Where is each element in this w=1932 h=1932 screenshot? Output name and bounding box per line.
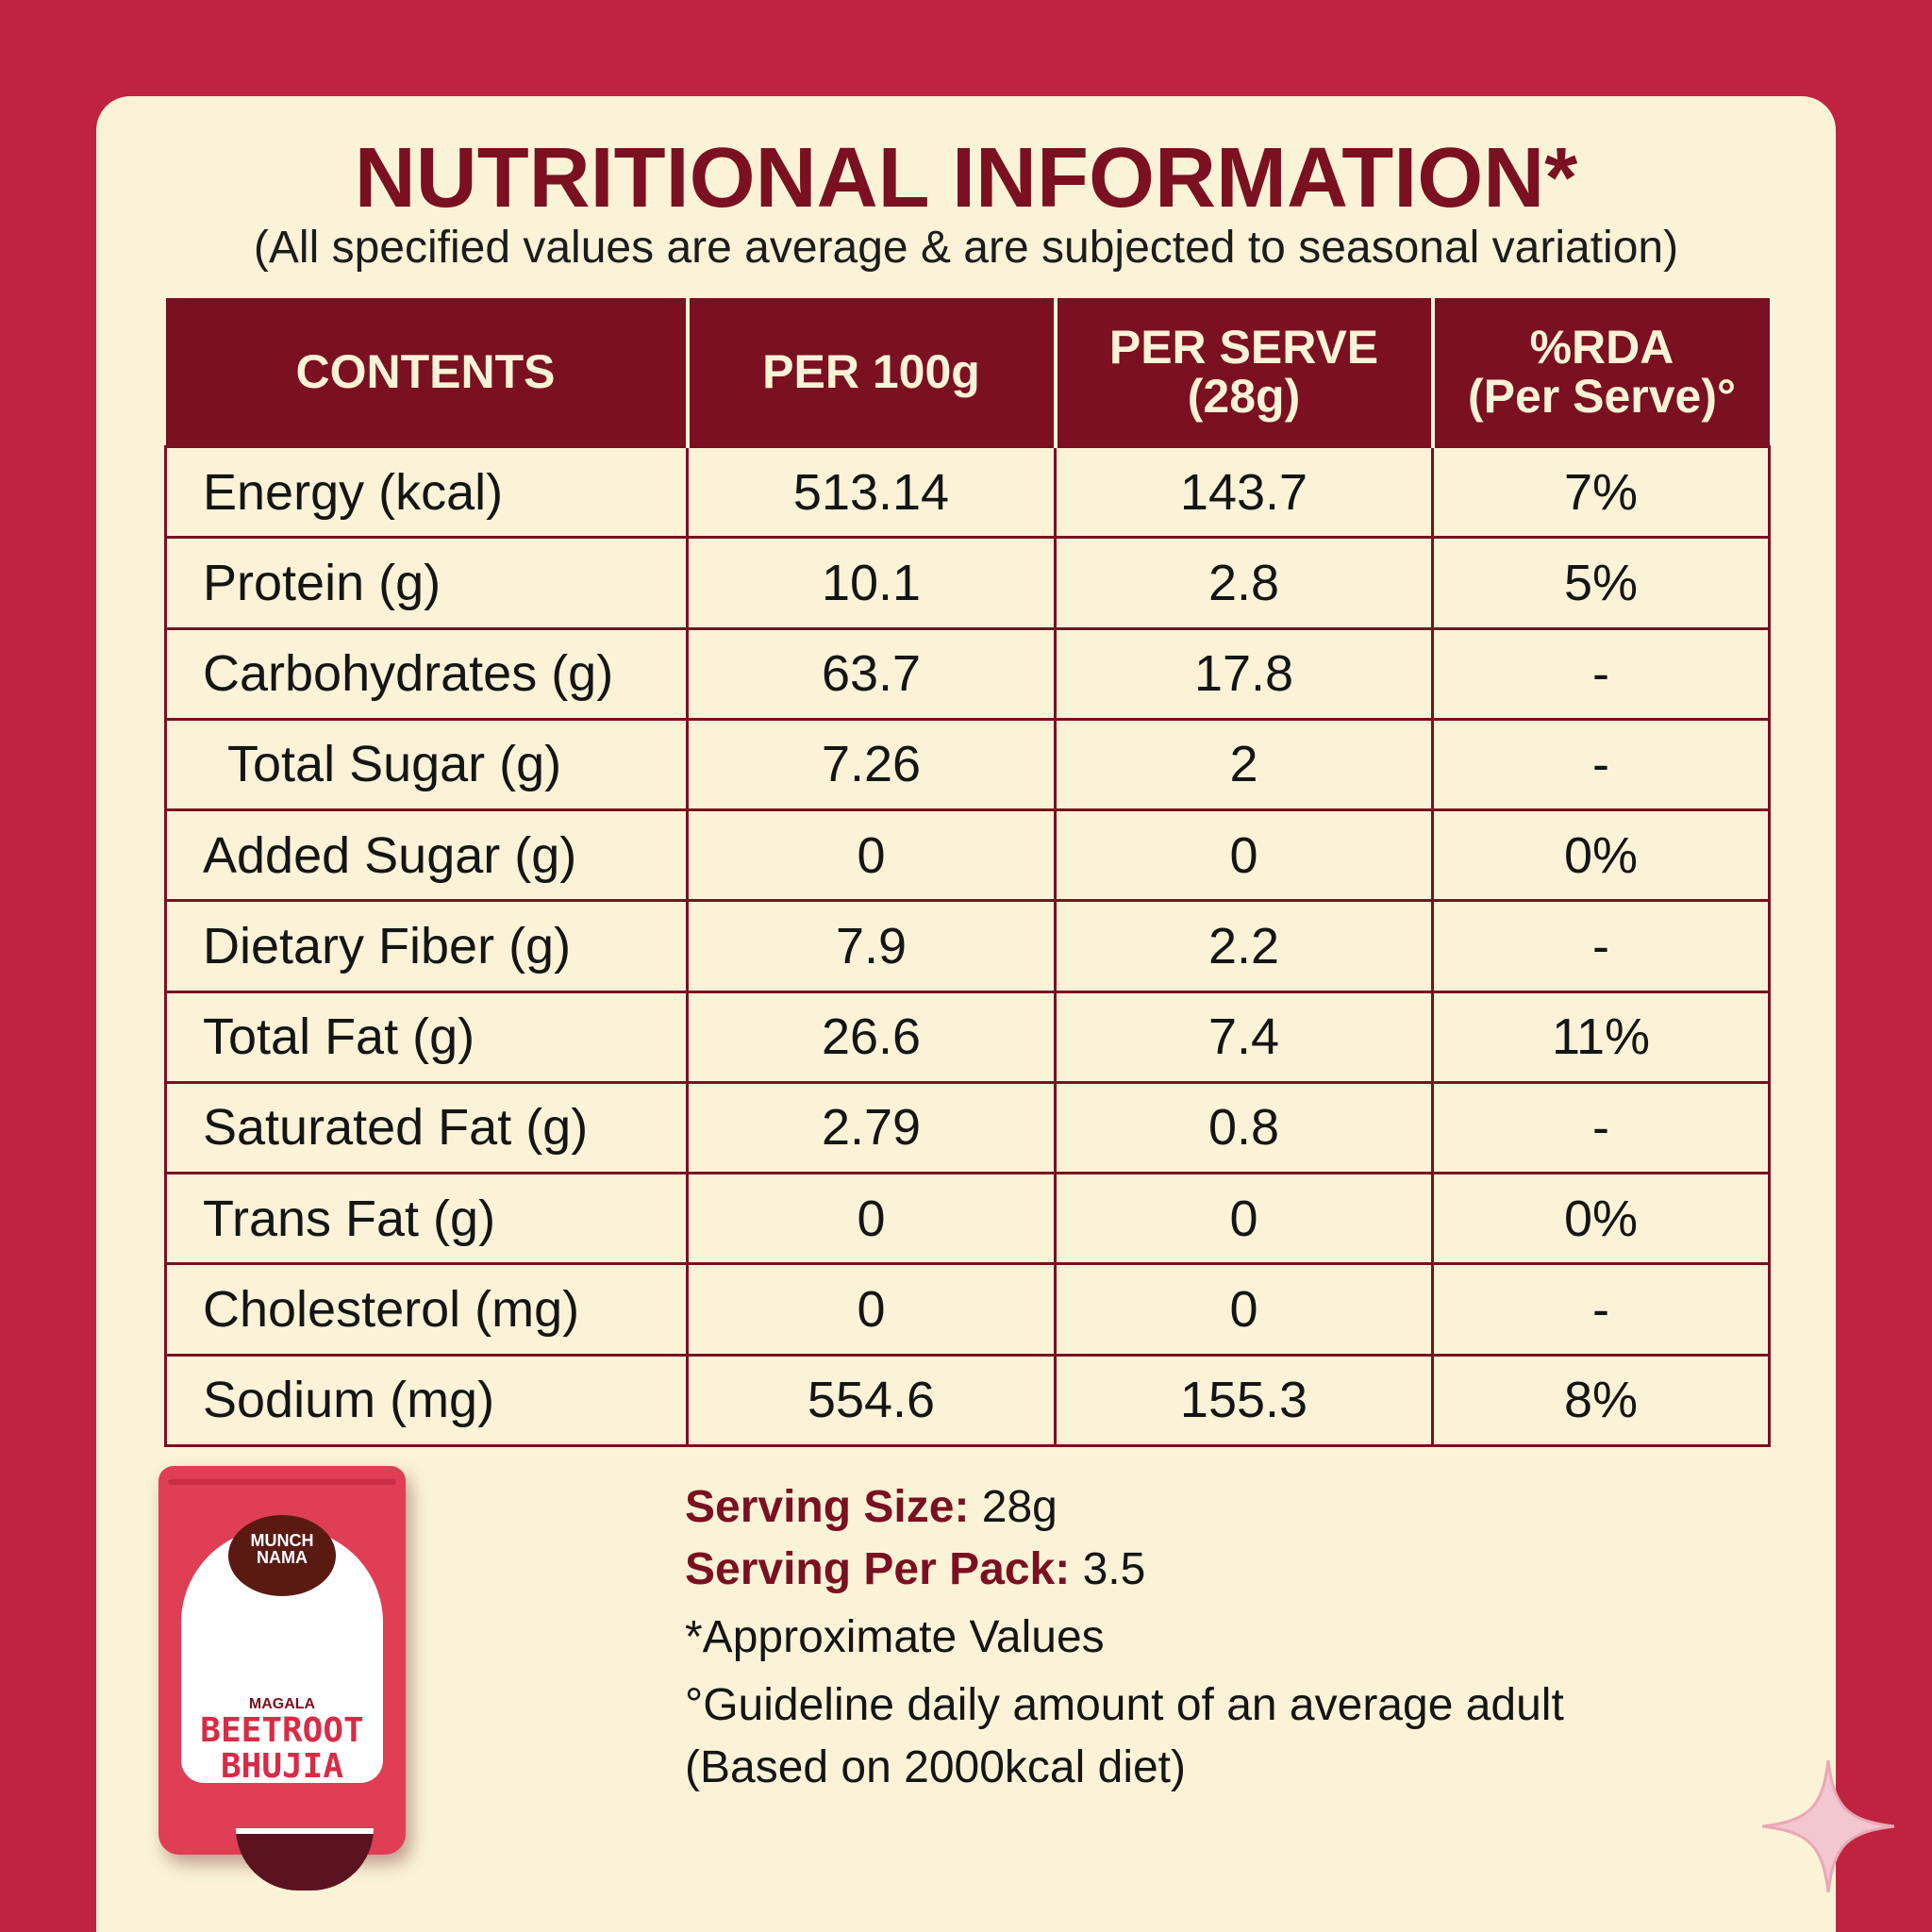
nutrition-panel: NUTRITIONAL INFORMATION* (All specified … bbox=[96, 96, 1836, 1932]
brand-logo bbox=[228, 1515, 336, 1596]
row-label: Dietary Fiber (g) bbox=[164, 899, 689, 993]
row-per100: 2.79 bbox=[686, 1080, 1057, 1175]
row-per-serve: 155.3 bbox=[1054, 1353, 1434, 1448]
header-contents: CONTENTS bbox=[165, 298, 688, 447]
row-per-serve: 2.2 bbox=[1054, 899, 1434, 993]
row-rda: 0% bbox=[1431, 1172, 1771, 1266]
header-per-100g: PER 100g bbox=[685, 298, 1056, 447]
table-row: Carbohydrates (g) 63.7 17.8 - bbox=[164, 626, 1771, 721]
row-per-serve: 17.8 bbox=[1054, 626, 1434, 721]
guideline-note: °Guideline daily amount of an average ad… bbox=[685, 1680, 1564, 1730]
row-per-serve: 0.8 bbox=[1054, 1080, 1434, 1175]
table-row: Added Sugar (g) 0 0 0% bbox=[164, 808, 1771, 903]
row-label: Sodium (mg) bbox=[164, 1353, 689, 1448]
table-row: Saturated Fat (g) 2.79 0.8 - bbox=[164, 1080, 1771, 1175]
row-per-serve: 143.7 bbox=[1054, 444, 1434, 540]
row-label: Trans Fat (g) bbox=[164, 1172, 689, 1266]
row-rda: 0% bbox=[1431, 808, 1771, 903]
header-rda: %RDA (Per Serve)° bbox=[1430, 298, 1770, 447]
row-per100: 513.14 bbox=[686, 444, 1057, 540]
row-per100: 7.9 bbox=[686, 899, 1057, 993]
row-rda: 5% bbox=[1431, 536, 1771, 630]
nutrition-table: CONTENTS PER 100g PER SERVE (28g) %RDA (Pe… bbox=[164, 298, 1771, 1448]
row-per-serve: 2.8 bbox=[1054, 536, 1434, 630]
row-rda: - bbox=[1431, 1080, 1771, 1175]
table-header-row: CONTENTS PER 100g PER SERVE (28g) %RDA (Pe… bbox=[165, 298, 1770, 447]
table-row: Energy (kcal) 513.14 143.7 7% bbox=[164, 444, 1771, 540]
row-label: Energy (kcal) bbox=[164, 444, 689, 540]
serving-per-pack-value: 3.5 bbox=[1082, 1544, 1146, 1594]
row-label: Cholesterol (mg) bbox=[164, 1262, 689, 1357]
row-per100: 26.6 bbox=[686, 990, 1057, 1084]
row-rda: - bbox=[1431, 626, 1771, 721]
brand-name: MUNCH NAMA bbox=[250, 1531, 314, 1567]
approximate-note: *Approximate Values bbox=[685, 1612, 1105, 1662]
page-subtitle: (All specified values are average & are … bbox=[253, 223, 1679, 273]
guideline-note-basis: (Based on 2000kcal diet) bbox=[685, 1742, 1186, 1792]
table-row: Dietary Fiber (g) 7.9 2.2 - bbox=[164, 899, 1771, 993]
row-rda: 11% bbox=[1431, 990, 1771, 1084]
row-per-serve: 2 bbox=[1054, 717, 1434, 812]
row-rda: - bbox=[1431, 1262, 1771, 1357]
row-label: Carbohydrates (g) bbox=[164, 626, 689, 721]
row-per100: 7.26 bbox=[686, 717, 1057, 812]
table-row: Cholesterol (mg) 0 0 - bbox=[164, 1262, 1771, 1357]
row-per-serve: 7.4 bbox=[1054, 990, 1434, 1084]
serving-size-key: Serving Size: bbox=[685, 1482, 970, 1532]
serving-per-pack-key: Serving Per Pack: bbox=[685, 1544, 1071, 1594]
row-rda: 7% bbox=[1431, 444, 1771, 540]
table-row: Total Fat (g) 26.6 7.4 11% bbox=[164, 990, 1771, 1084]
row-rda: 8% bbox=[1431, 1353, 1771, 1448]
bowl-icon bbox=[236, 1828, 374, 1890]
serving-per-pack: Serving Per Pack: 3.5 bbox=[685, 1543, 1145, 1595]
row-per100: 0 bbox=[686, 1262, 1057, 1357]
row-per100: 0 bbox=[686, 1172, 1057, 1266]
row-label: Total Fat (g) bbox=[164, 990, 689, 1084]
product-pack-image: MAGALA BEETROOT BHUJIA MUNCH NAMA bbox=[158, 1466, 406, 1890]
row-label: Added Sugar (g) bbox=[164, 808, 689, 903]
table-row: Trans Fat (g) 0 0 0% bbox=[164, 1172, 1771, 1266]
header-per-serve: PER SERVE (28g) bbox=[1053, 298, 1433, 447]
sparkle-icon bbox=[1762, 1760, 1894, 1892]
pack-zipper bbox=[168, 1479, 396, 1485]
row-label: Protein (g) bbox=[164, 536, 689, 630]
row-label: Saturated Fat (g) bbox=[164, 1080, 689, 1175]
row-per100: 63.7 bbox=[686, 626, 1057, 721]
row-label: Total Sugar (g) bbox=[164, 717, 689, 812]
table-row: Protein (g) 10.1 2.8 5% bbox=[164, 536, 1771, 630]
pack-product-name: BEETROOT BHUJIA bbox=[200, 1711, 364, 1786]
page-title: NUTRITIONAL INFORMATION* bbox=[354, 131, 1578, 225]
pack-variant: MAGALA bbox=[248, 1696, 316, 1712]
serving-size-value: 28g bbox=[981, 1482, 1058, 1532]
table-row: Sodium (mg) 554.6 155.3 8% bbox=[164, 1353, 1771, 1448]
row-per-serve: 0 bbox=[1054, 1262, 1434, 1357]
row-per100: 554.6 bbox=[686, 1353, 1057, 1448]
row-per-serve: 0 bbox=[1054, 1172, 1434, 1266]
row-rda: - bbox=[1431, 899, 1771, 993]
table-row: Total Sugar (g) 7.26 2 - bbox=[164, 717, 1771, 812]
row-per100: 0 bbox=[686, 808, 1057, 903]
serving-size: Serving Size: 28g bbox=[685, 1481, 1058, 1533]
row-rda: - bbox=[1431, 717, 1771, 812]
row-per-serve: 0 bbox=[1054, 808, 1434, 903]
row-per100: 10.1 bbox=[686, 536, 1057, 630]
